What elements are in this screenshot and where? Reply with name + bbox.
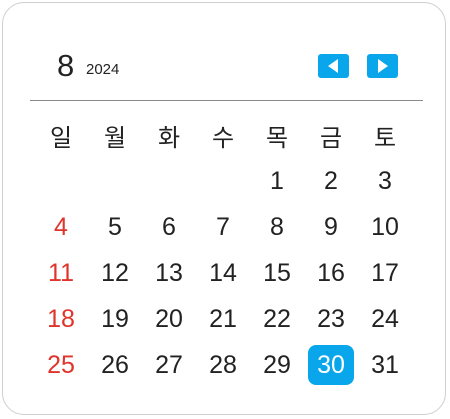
day-cell[interactable]: 10 (371, 212, 399, 241)
weekday-wed: 수 (211, 123, 235, 152)
day-cell[interactable]: 9 (324, 212, 338, 241)
day-cell[interactable]: 5 (108, 212, 122, 241)
empty-day-cell (196, 158, 250, 204)
day-cell[interactable]: 23 (317, 304, 345, 333)
day-cell[interactable]: 6 (162, 212, 176, 241)
calendar-grid: 일 월 화 수 목 금 토 1 2 3 4 5 6 7 8 9 10 11 12… (34, 112, 412, 388)
month-label: 8 (57, 48, 75, 83)
day-cell[interactable]: 22 (263, 304, 291, 333)
day-cell[interactable]: 16 (317, 258, 345, 287)
day-cell[interactable]: 1 (270, 166, 284, 195)
day-cell[interactable]: 15 (263, 258, 291, 287)
weekday-sat: 토 (373, 123, 397, 152)
day-cell-sunday[interactable]: 4 (54, 212, 68, 241)
weekday-sun: 일 (49, 123, 73, 152)
weekday-mon: 월 (103, 123, 127, 152)
calendar-header: 8 2024 (0, 0, 450, 100)
empty-day-cell (34, 158, 88, 204)
day-cell-sunday[interactable]: 11 (48, 258, 74, 287)
selected-day-highlight: 30 (308, 345, 354, 385)
day-cell-sunday[interactable]: 18 (47, 304, 75, 333)
weekday-fri: 금 (319, 123, 343, 152)
day-cell[interactable]: 13 (155, 258, 183, 287)
day-cell[interactable]: 7 (216, 212, 230, 241)
day-cell[interactable]: 17 (371, 258, 399, 287)
day-cell[interactable]: 24 (371, 304, 399, 333)
weekday-tue: 화 (157, 123, 181, 152)
weekday-thu: 목 (265, 123, 289, 152)
next-month-button[interactable] (367, 54, 398, 78)
header-divider (30, 100, 423, 101)
day-cell[interactable]: 27 (155, 350, 183, 379)
year-label: 2024 (86, 61, 120, 78)
day-cell[interactable]: 3 (378, 166, 392, 195)
day-cell[interactable]: 12 (101, 258, 129, 287)
empty-day-cell (142, 158, 196, 204)
day-cell[interactable]: 31 (371, 350, 399, 379)
prev-month-button[interactable] (318, 54, 349, 78)
day-cell-selected[interactable]: 30 (304, 342, 358, 388)
day-cell-sunday[interactable]: 25 (47, 350, 75, 379)
day-cell[interactable]: 14 (209, 258, 237, 287)
day-cell[interactable]: 2 (324, 166, 338, 195)
empty-day-cell (88, 158, 142, 204)
day-cell[interactable]: 28 (209, 350, 237, 379)
day-cell[interactable]: 29 (263, 350, 291, 379)
day-cell[interactable]: 19 (101, 304, 129, 333)
triangle-right-icon (378, 59, 388, 73)
day-cell[interactable]: 20 (155, 304, 183, 333)
triangle-left-icon (328, 59, 338, 73)
day-cell[interactable]: 8 (270, 212, 284, 241)
day-cell[interactable]: 26 (101, 350, 129, 379)
day-cell[interactable]: 21 (209, 304, 237, 333)
